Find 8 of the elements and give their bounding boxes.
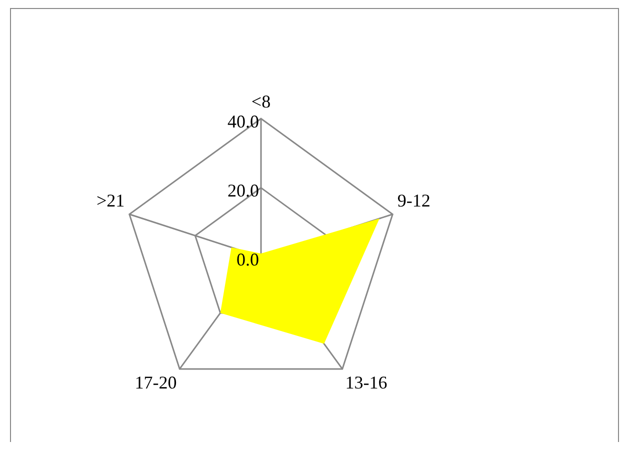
y-tick-label: 0.0 <box>236 250 259 270</box>
spoke-label: 13-16 <box>345 372 388 393</box>
y-tick-label: 40.0 <box>228 111 259 132</box>
spoke-label: 9-12 <box>397 190 430 211</box>
spoke-label: 17-20 <box>134 372 177 393</box>
spoke-label: >21 <box>96 190 125 211</box>
y-tick-label: 20.0 <box>228 180 259 201</box>
spoke-label: <8 <box>251 92 271 112</box>
